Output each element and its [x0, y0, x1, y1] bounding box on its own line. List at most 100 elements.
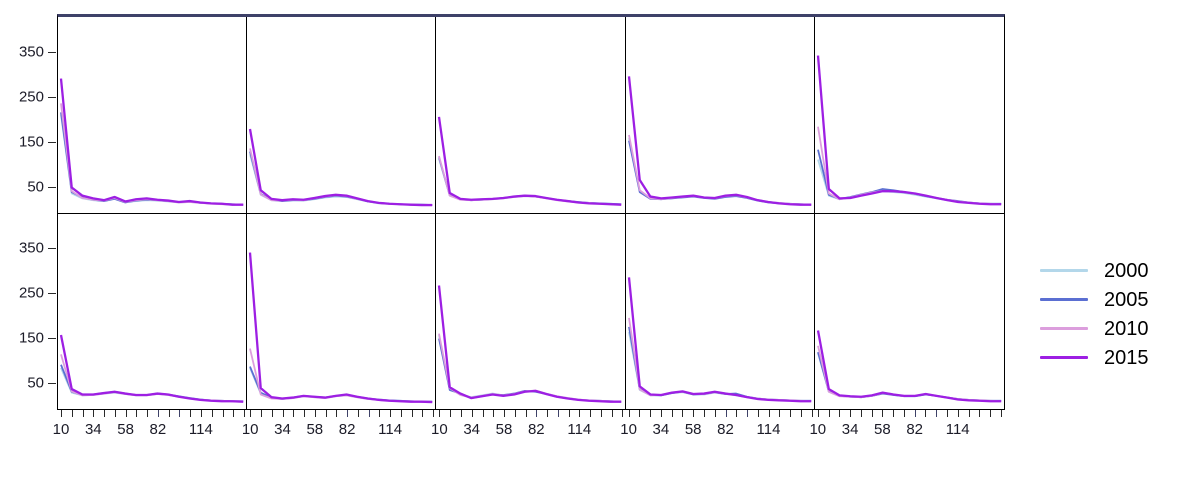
series-line-2015 [816, 330, 1001, 403]
legend-label: 2005 [1104, 288, 1149, 311]
x-tick-label: 10 [431, 421, 448, 438]
panel-row2-col2 [247, 214, 437, 411]
x-tick [714, 410, 716, 417]
x-tick [704, 410, 705, 417]
x-tick [390, 410, 392, 417]
x-tick [168, 410, 170, 417]
x-tick [439, 410, 441, 417]
panel-row1-col1 [58, 17, 248, 215]
x-tick [839, 410, 841, 417]
x-tick [244, 410, 245, 417]
series-line-2010 [438, 155, 622, 206]
x-tick [725, 410, 727, 417]
x-tick [871, 410, 873, 417]
x-tick-label: 34 [274, 421, 291, 438]
x-tick-label: 10 [52, 421, 70, 438]
legend-label: 2015 [1104, 346, 1149, 369]
x-tick-label: 114 [945, 421, 970, 438]
y-tick [48, 51, 56, 53]
series-line-2015 [627, 76, 811, 206]
x-tick [800, 410, 802, 417]
series-line-2015 [816, 55, 1001, 206]
legend-label: 2000 [1104, 259, 1149, 282]
x-tick [882, 410, 884, 417]
series-line-2015 [59, 78, 244, 206]
legend-item-2010: 2010 [1040, 314, 1149, 343]
panel-row1-col4 [625, 17, 815, 215]
x-tick [179, 410, 181, 417]
y-tick-label: 250 [18, 284, 44, 301]
x-tick [611, 410, 613, 417]
x-tick [261, 410, 262, 417]
x-tick-label: 58 [117, 421, 134, 438]
x-tick [525, 410, 527, 417]
series-line-2000 [249, 153, 433, 206]
series-line-2010 [816, 345, 1002, 403]
x-tick [547, 410, 548, 417]
x-tick [93, 410, 95, 417]
x-tick [304, 410, 305, 417]
x-tick-label: 34 [652, 421, 670, 438]
x-tick [979, 410, 981, 417]
legend-line-swatch-2005 [1040, 298, 1088, 301]
y-tick-label: 150 [18, 133, 44, 150]
y-tick [48, 292, 56, 294]
series-line-2015 [438, 285, 622, 404]
x-tick [990, 410, 991, 417]
x-tick [639, 410, 641, 417]
x-tick [693, 410, 695, 417]
x-tick [147, 410, 149, 417]
series-line-2005 [627, 140, 811, 206]
y-tick [48, 186, 56, 188]
y-tick-label: 50 [27, 374, 44, 391]
panel-grid [57, 14, 1005, 411]
x-tick-label: 82 [527, 421, 545, 438]
x-tick [368, 410, 370, 417]
series-line-2005 [627, 326, 811, 402]
series-line-2015 [59, 334, 244, 404]
series-line-2005 [60, 112, 244, 206]
series-line-2015 [627, 277, 811, 403]
x-tick [325, 410, 327, 417]
y-tick-label: 50 [27, 178, 44, 195]
y-tick [48, 337, 56, 339]
x-tick [433, 410, 435, 417]
x-tick [250, 410, 252, 417]
x-tick [200, 410, 202, 417]
x-tick [622, 410, 624, 417]
x-tick [233, 410, 235, 417]
series-line-2015 [249, 128, 433, 207]
panel-row2-col4 [626, 214, 815, 411]
x-tick [379, 410, 381, 417]
series-line-2015 [438, 116, 622, 206]
x-tick-label: 114 [567, 421, 592, 438]
panel-row2-col3 [436, 214, 626, 411]
x-tick [600, 410, 602, 417]
x-tick [460, 410, 462, 417]
x-tick-label: 114 [188, 421, 213, 438]
x-tick-label: 58 [306, 421, 324, 438]
x-tick-label: 58 [495, 421, 513, 438]
y-tick [48, 141, 56, 143]
x-tick [568, 410, 570, 417]
x-tick-label: 10 [620, 421, 637, 438]
x-tick [768, 410, 770, 417]
panel-row1-col2 [247, 17, 437, 215]
series-line-2015 [249, 252, 433, 404]
series-line-2000 [60, 114, 244, 206]
y-tick-label: 350 [18, 43, 44, 60]
x-tick [514, 410, 516, 417]
x-tick [222, 410, 224, 417]
y-tick-label: 350 [18, 239, 44, 256]
x-tick [968, 410, 970, 417]
legend-label: 2010 [1104, 317, 1149, 340]
x-tick [893, 410, 895, 417]
x-tick [736, 410, 738, 417]
x-tick [314, 410, 316, 417]
x-tick [936, 410, 938, 417]
x-tick [860, 410, 862, 417]
x-tick [282, 410, 284, 417]
x-tick-label: 82 [717, 421, 734, 438]
x-tick [628, 410, 630, 417]
y-tick-label: 250 [18, 88, 44, 105]
